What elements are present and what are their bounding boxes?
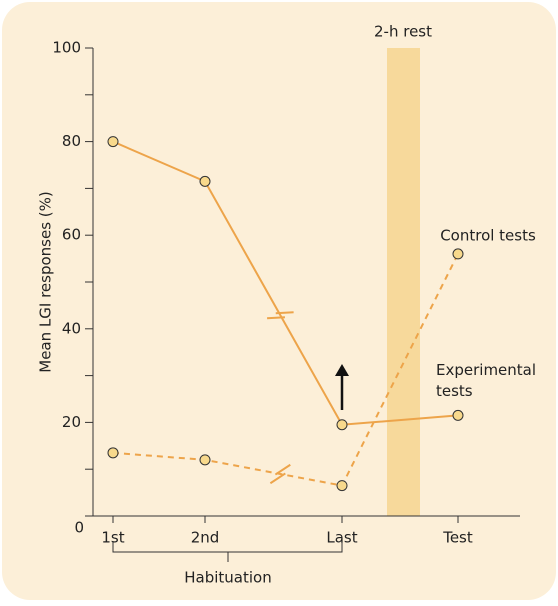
habituation-bracket <box>112 542 343 562</box>
y-axis-label: Mean LGI responses (%) <box>37 191 55 372</box>
y-tick-label: 60 <box>62 226 81 244</box>
y-tick-label: 0 <box>74 519 84 537</box>
rest-band <box>387 48 420 516</box>
axis-break <box>269 472 286 485</box>
y-tick-label: 100 <box>52 39 81 57</box>
background <box>2 2 556 600</box>
rest-label: 2-h rest <box>374 23 432 41</box>
point <box>199 454 211 466</box>
x-tick-label: Test <box>442 529 473 547</box>
point <box>452 409 464 421</box>
point <box>336 419 348 431</box>
control-label: Control tests <box>440 227 536 245</box>
point <box>336 480 348 492</box>
point <box>107 447 119 459</box>
x-tick-label: 1st <box>101 529 124 547</box>
point <box>199 175 211 187</box>
series-line <box>112 140 459 426</box>
experimental-label: Experimental tests <box>436 361 537 400</box>
x-tick-label: Last <box>326 529 357 547</box>
x-tick-label: 2nd <box>191 529 220 547</box>
y-tick-label: 40 <box>62 319 81 337</box>
y-tick-label: 80 <box>62 132 81 150</box>
point <box>452 248 464 260</box>
experimental-label-box: Experimental tests <box>436 361 537 400</box>
axis-break <box>274 463 291 476</box>
axis-break <box>267 316 286 320</box>
arrow-head <box>335 364 349 376</box>
group-label: Habituation <box>184 569 271 587</box>
y-tick-label: 20 <box>62 413 81 431</box>
point <box>107 136 119 148</box>
series-line <box>112 253 459 487</box>
axis-break <box>275 311 294 315</box>
